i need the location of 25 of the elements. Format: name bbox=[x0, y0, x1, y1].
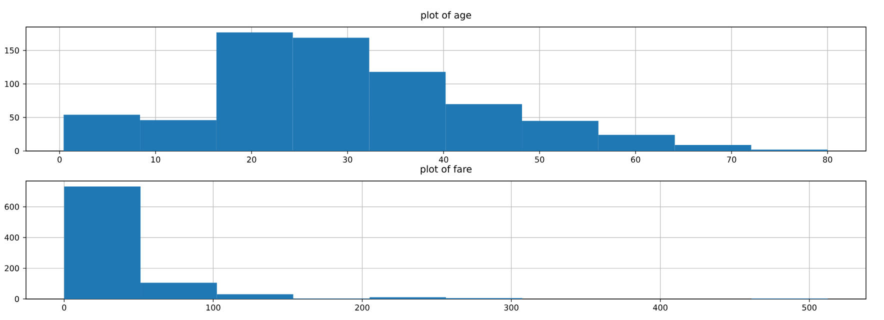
x-tick-label: 40 bbox=[438, 156, 448, 163]
x-tick-label: 50 bbox=[535, 156, 544, 163]
y-tick-label: 0 bbox=[14, 296, 19, 302]
x-tick-label: 80 bbox=[823, 156, 832, 163]
x-tick-label: 20 bbox=[247, 156, 256, 163]
y-tick-label: 0 bbox=[14, 148, 19, 154]
y-tick-label: 150 bbox=[5, 47, 19, 54]
y-tick-label: 600 bbox=[4, 204, 19, 210]
x-tick-label: 300 bbox=[504, 304, 518, 311]
chart-title: plot of fare bbox=[420, 165, 472, 174]
y-tick-label: 50 bbox=[10, 114, 19, 120]
x-tick-label: 0 bbox=[58, 156, 62, 163]
chart-title: plot of age bbox=[421, 11, 472, 20]
x-tick-label: 100 bbox=[206, 304, 220, 311]
x-tick-label: 400 bbox=[653, 304, 668, 311]
x-tick-label: 30 bbox=[343, 156, 352, 163]
x-tick-label: 0 bbox=[62, 304, 66, 311]
x-tick-label: 70 bbox=[727, 156, 736, 163]
y-tick-label: 100 bbox=[5, 80, 19, 87]
y-tick-label: 200 bbox=[4, 265, 19, 272]
x-tick-label: 60 bbox=[631, 156, 640, 163]
y-tick-label: 400 bbox=[4, 234, 19, 241]
x-tick-label: 500 bbox=[802, 304, 816, 311]
x-tick-label: 10 bbox=[151, 156, 160, 163]
x-tick-label: 200 bbox=[355, 304, 370, 311]
